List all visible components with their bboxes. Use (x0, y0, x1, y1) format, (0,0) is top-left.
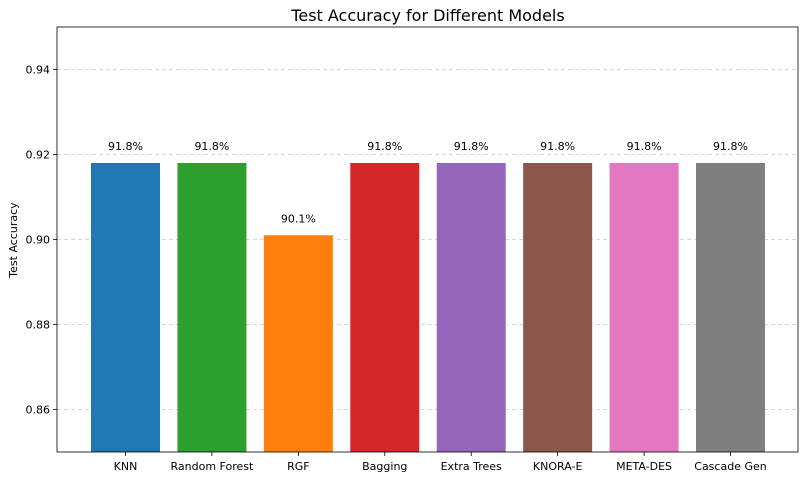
bar-data-label: 90.1% (281, 212, 316, 225)
y-tick-label: 0.92 (26, 149, 51, 162)
x-tick-label: Random Forest (171, 460, 254, 473)
x-tick-label: Extra Trees (441, 460, 502, 473)
x-tick-label: KNN (114, 460, 138, 473)
x-axis-ticks: KNN Random Forest RGF Bagging Extra Trees KNO… (114, 452, 767, 473)
bar (523, 163, 593, 452)
chart-title: Test Accuracy for Different Models (290, 6, 564, 25)
bar (609, 163, 679, 452)
bar (91, 163, 160, 452)
y-tick-label: 0.90 (26, 234, 51, 247)
bar-data-label: 91.8% (540, 140, 575, 153)
bar-data-label: 91.8% (194, 140, 229, 153)
bar-data-label: 91.8% (454, 140, 489, 153)
gridlines (57, 69, 798, 410)
y-tick-label: 0.86 (26, 404, 51, 417)
y-tick-label: 0.94 (26, 64, 51, 77)
bar-data-label: 91.8% (713, 140, 748, 153)
bar-data-label: 91.8% (627, 140, 662, 153)
y-axis-ticks: 0.86 0.88 0.90 0.92 0.94 (26, 64, 57, 417)
data-labels: 91.8% 91.8% 90.1% 91.8% 91.8% 91.8% 91.8% 91.8% (108, 140, 748, 225)
x-tick-label: RGF (287, 460, 310, 473)
bar (350, 163, 420, 452)
bar (436, 163, 506, 452)
plot-frame (56, 26, 799, 453)
bar-data-label: 91.8% (108, 140, 143, 153)
bar (263, 235, 333, 452)
x-tick-label: Bagging (362, 460, 407, 473)
bar-data-label: 91.8% (367, 140, 402, 153)
x-tick-label: Cascade Gen (694, 460, 766, 473)
y-axis-label: Test Accuracy (7, 202, 20, 279)
bar (696, 163, 765, 452)
bar (177, 163, 247, 452)
bars (91, 163, 765, 452)
x-tick-label: KNORA-E (533, 460, 583, 473)
y-tick-label: 0.88 (26, 319, 51, 332)
x-tick-label: META-DES (616, 460, 672, 473)
